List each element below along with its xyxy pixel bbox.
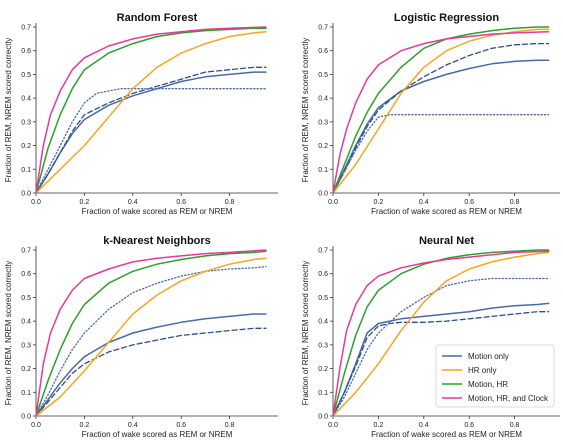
y-tick-label: 0.6 [21,271,31,278]
y-tick-label: 0.3 [21,342,31,349]
x-tick-label: 0.4 [419,199,429,206]
series-line-motion-hr [332,249,550,417]
legend-label: Motion, HR [468,380,508,389]
x-tick-label: 0.4 [128,422,138,429]
series-line-motion-hr-and-clock [35,26,267,194]
series-line-motion-hr-and-clock [332,250,550,417]
y-tick-label: 0.2 [21,143,31,150]
y-tick-label: 0.0 [318,191,328,198]
y-tick-label: 0.0 [318,414,328,421]
series-line-motion-only-dashed [35,327,267,417]
y-tick-label: 0.6 [21,48,31,55]
panel-title: Logistic Regression [394,12,499,24]
y-tick-label: 0.4 [21,96,31,103]
y-tick-label: 0.3 [318,342,328,349]
panel-4: Neural Net 0.0 0.1 0.2 0.3 0.4 0.5 0.6 0.7 0.0 0.2… [301,235,560,439]
y-axis-label: Fraction of REM, NREM scored correctly [301,38,310,182]
legend: Motion only HR only Motion, HR Motion, HR, … [435,344,555,408]
legend-label: HR only [468,366,496,375]
panel-3: k-Nearest Neighbors 0.0 0.1 0.2 0.3 0.4 0.5 0.6… [4,235,278,439]
series-line-motion-only [35,71,267,194]
series-line-hr-only [35,257,267,417]
x-tick-label: 0.2 [80,422,90,429]
series-line-hr-only [332,28,550,194]
y-axis-label: Fraction of REM, NREM scored correctly [4,38,13,182]
series-line-motion-only [35,313,267,417]
x-tick-label: 0.6 [176,199,186,206]
y-tick-label: 0.1 [318,167,328,174]
legend-label: Motion only [468,352,509,361]
y-tick-label: 0.1 [21,390,31,397]
y-tick-label: 0.5 [318,72,328,79]
x-tick-label: 0.6 [176,422,186,429]
y-tick-label: 0.3 [21,119,31,126]
x-tick-label: 0.2 [374,422,384,429]
y-tick-label: 0.7 [21,25,31,32]
y-tick-label: 0.2 [318,143,328,150]
y-tick-label: 0.2 [21,366,31,373]
x-tick-label: 0.0 [31,422,41,429]
x-tick-label: 0.8 [510,199,520,206]
x-axis-label: Fraction of wake scored as REM or NREM [82,430,233,439]
x-axis-label: Fraction of wake scored as REM or NREM [82,207,233,216]
x-axis-label: Fraction of wake scored as REM or NREM [371,207,522,216]
x-tick-label: 0.2 [80,199,90,206]
y-tick-label: 0.5 [318,295,328,302]
series-line-motion-hr-and-clock [332,30,550,194]
y-tick-label: 0.0 [21,191,31,198]
y-tick-label: 0.4 [21,319,31,326]
y-tick-label: 0.1 [21,167,31,174]
y-tick-label: 0.0 [21,414,31,421]
series-line-motion-only-dotted [35,88,267,194]
y-tick-label: 0.7 [21,248,31,255]
x-tick-label: 0.0 [31,199,41,206]
x-tick-label: 0.8 [225,422,235,429]
y-tick-label: 0.5 [21,295,31,302]
x-tick-label: 0.2 [374,199,384,206]
panel-title: Random Forest [117,12,198,24]
x-tick-label: 0.0 [328,422,338,429]
y-tick-label: 0.1 [318,390,328,397]
panel-title: Neural Net [419,235,474,247]
series-line-motion-only-dotted [332,114,550,194]
y-tick-label: 0.4 [318,96,328,103]
x-tick-label: 0.4 [419,422,429,429]
series-line-hr-only [35,30,267,194]
y-tick-label: 0.4 [318,319,328,326]
y-tick-label: 0.7 [318,25,328,32]
series-line-motion-hr [35,27,267,194]
y-tick-label: 0.7 [318,248,328,255]
x-tick-label: 0.0 [328,199,338,206]
panel-1: Random Forest 0.0 0.1 0.2 0.3 0.4 0.5 0.6 0.7 0.0… [4,12,278,216]
series-line-motion-only-dashed [332,42,550,194]
y-tick-label: 0.6 [318,271,328,278]
series-line-motion-only-dashed [35,66,267,194]
y-axis-label: Fraction of REM, NREM scored correctly [4,261,13,405]
series-line-motion-only-dotted [332,277,550,417]
legend-box [435,344,555,408]
y-tick-label: 0.2 [318,366,328,373]
x-tick-label: 0.6 [464,422,474,429]
series-line-motion-only-dashed [332,311,550,417]
series-line-motion-only [332,59,550,194]
x-tick-label: 0.8 [225,199,235,206]
series-line-hr-only [332,251,550,417]
series-line-motion-hr [35,250,267,417]
x-tick-label: 0.6 [464,199,474,206]
series-line-motion-hr-and-clock [35,249,267,417]
legend-label: Motion, HR, and Clock [468,394,549,403]
y-tick-label: 0.3 [318,119,328,126]
y-axis-label: Fraction of REM, NREM scored correctly [301,261,310,405]
y-tick-label: 0.5 [21,72,31,79]
panel-title: k-Nearest Neighbors [103,235,211,247]
x-tick-label: 0.4 [128,199,138,206]
panel-2: Logistic Regression 0.0 0.1 0.2 0.3 0.4 0.5 0.6… [301,12,560,216]
series-line-motion-only-dotted [35,265,267,417]
x-axis-label: Fraction of wake scored as REM or NREM [371,430,522,439]
x-tick-label: 0.8 [510,422,520,429]
y-tick-label: 0.6 [318,48,328,55]
series-line-motion-hr [332,26,550,194]
